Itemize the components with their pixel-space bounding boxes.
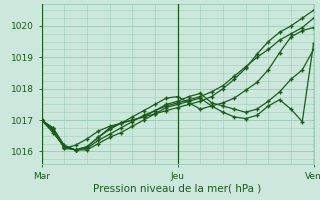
X-axis label: Pression niveau de la mer( hPa ): Pression niveau de la mer( hPa )	[93, 183, 262, 193]
